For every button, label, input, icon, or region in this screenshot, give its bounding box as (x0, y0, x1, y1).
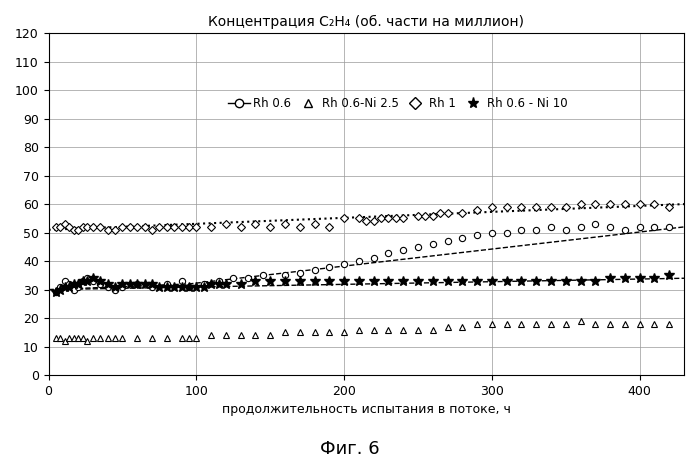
Title: Концентрация C₂H₄ (об. части на миллион): Концентрация C₂H₄ (об. части на миллион) (208, 15, 524, 29)
X-axis label: продолжительность испытания в потоке, ч: продолжительность испытания в потоке, ч (222, 403, 511, 416)
Text: Фиг. 6: Фиг. 6 (319, 440, 380, 459)
Legend: Rh 0.6, Rh 0.6-Ni 2.5, Rh 1, Rh 0.6 - Ni 10: Rh 0.6, Rh 0.6-Ni 2.5, Rh 1, Rh 0.6 - Ni… (229, 97, 568, 110)
